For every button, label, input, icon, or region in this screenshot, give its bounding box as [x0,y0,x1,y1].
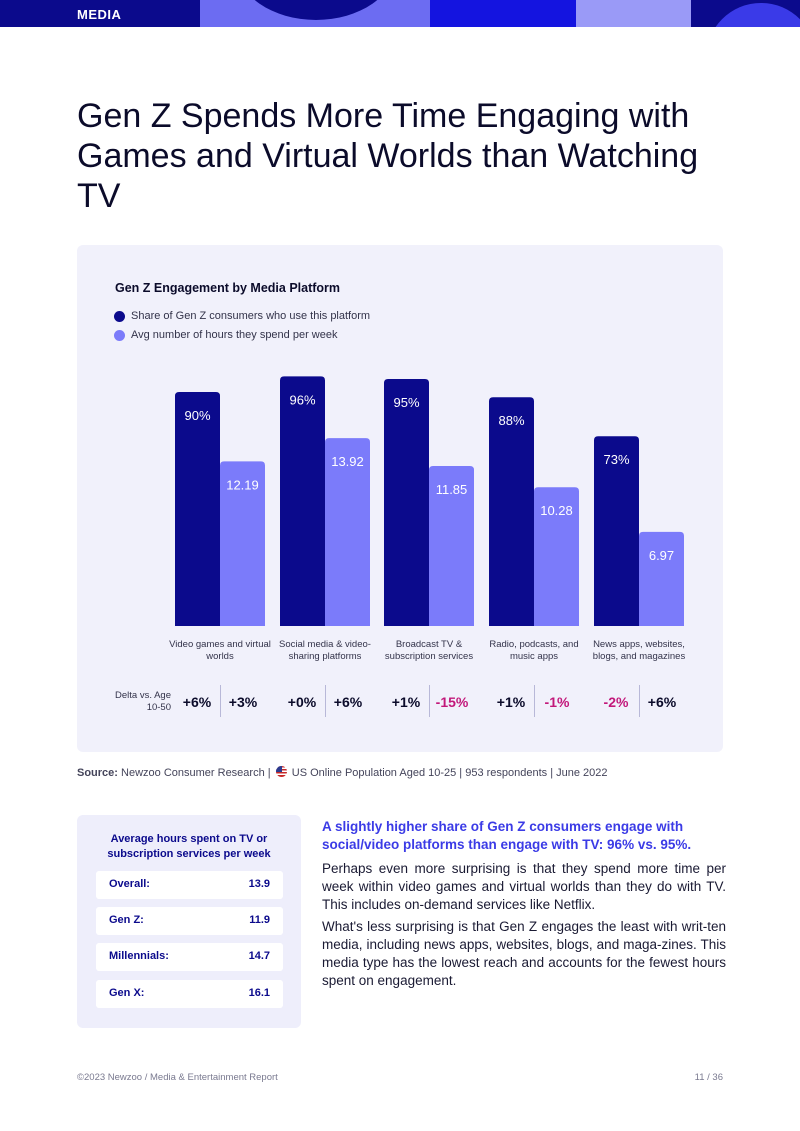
us-flag-icon [275,766,287,777]
bar-hours [639,531,684,626]
bar-value-label: 12.19 [226,477,259,492]
legend-label: Avg number of hours they spend per week [131,329,338,341]
bar-value-label: 88% [498,413,524,428]
hours-row-value: 13.9 [248,878,270,890]
page-title: Gen Z Spends More Time Engaging with Gam… [77,97,699,215]
bar-hours [534,487,579,626]
delta-value: -2% [603,694,629,710]
delta-value: +3% [228,694,258,710]
delta-value: +6% [333,694,363,710]
hours-row-value: 14.7 [248,950,270,962]
bar-value-label: 95% [393,395,419,410]
header-decoration [430,0,576,27]
category-label: Social media & video-sharing platforms [279,639,371,662]
hours-row-genx: Gen X: 16.1 [96,980,283,1008]
hours-table: Average hours spent on TV or subscriptio… [77,815,301,1028]
delta-value: -1% [544,694,570,710]
bar-value-label: 90% [184,408,210,423]
delta-value: +0% [287,694,317,710]
delta-divider [325,685,326,717]
hours-row-label: Overall: [109,878,150,890]
body-paragraph: Perhaps even more surprising is that the… [322,861,726,912]
highlight-text: A slightly higher share of Gen Z consume… [322,819,692,852]
bar-hours [220,461,265,626]
delta-value: +6% [647,694,677,710]
bar-hours [429,466,474,626]
bar-share [594,436,639,626]
legend-label: Share of Gen Z consumers who use this pl… [131,310,371,322]
header-decoration [576,0,691,27]
hours-table-title: Average hours spent on TV or subscriptio… [107,833,271,860]
page-number: 11 / 36 [694,1072,723,1083]
hours-row-label: Gen X: [109,987,145,999]
hours-row-genz: Gen Z: 11.9 [96,907,283,935]
header-band: MEDIA [0,0,800,27]
bar-value-label: 11.85 [436,482,468,497]
delta-divider [220,685,221,717]
hours-row-value: 11.9 [249,914,270,926]
bar-share [175,392,220,626]
chart-card: Gen Z Engagement by Media Platform Share… [77,245,723,752]
hours-row-label: Millennials: [109,950,169,962]
hours-row-overall: Overall: 13.9 [96,871,283,899]
bar-share [489,397,534,626]
source-line: Source: Newzoo Consumer Research | US On… [77,766,608,779]
delta-value: +1% [391,694,421,710]
category-label: News apps, websites, blogs, and magazine… [592,639,686,662]
chart-title: Gen Z Engagement by Media Platform [115,281,341,295]
legend-swatch [114,310,125,322]
section-label: MEDIA [77,7,122,22]
source-label: Source: [77,767,118,779]
hours-row-label: Gen Z: [109,914,144,926]
legend-item-hours: Avg number of hours they spend per week [114,329,337,341]
legend-swatch [114,329,125,341]
bar-value-label: 6.97 [649,548,674,563]
bar-value-label: 13.92 [331,454,364,469]
hours-row-millennials: Millennials: 14.7 [96,943,283,971]
bar-share [384,379,429,626]
bar-chart: 90% 96% 95% 88% 73% 12.19 13.92 11.85 10.28 6.97 [175,376,684,626]
bar-value-label: 10.28 [540,503,573,518]
category-label: Video games and virtual worlds [169,639,271,662]
legend-item-share: Share of Gen Z consumers who use this pl… [114,310,370,322]
delta-divider [534,685,535,717]
delta-divider [429,685,430,717]
category-label: Radio, podcasts, and music apps [489,639,579,662]
delta-value: +6% [182,694,212,710]
bar-value-label: 96% [289,392,315,407]
bar-hours [325,438,370,626]
delta-value: -15% [435,694,469,710]
source-text: Newzoo Consumer Research | [121,767,271,779]
delta-title: Delta vs. Age 10-50 [115,690,171,713]
category-label: Broadcast TV & subscription services [384,639,474,662]
body-paragraph: What's less surprising is that Gen Z eng… [322,919,726,988]
bar-value-label: 73% [603,452,629,467]
delta-divider [639,685,640,717]
source-text: US Online Population Aged 10-25 | 953 re… [291,767,608,779]
bar-share [280,376,325,626]
hours-row-value: 16.1 [248,987,270,999]
delta-value: +1% [496,694,526,710]
footer-copyright: ©2023 Newzoo / Media & Entertainment Rep… [77,1072,278,1083]
